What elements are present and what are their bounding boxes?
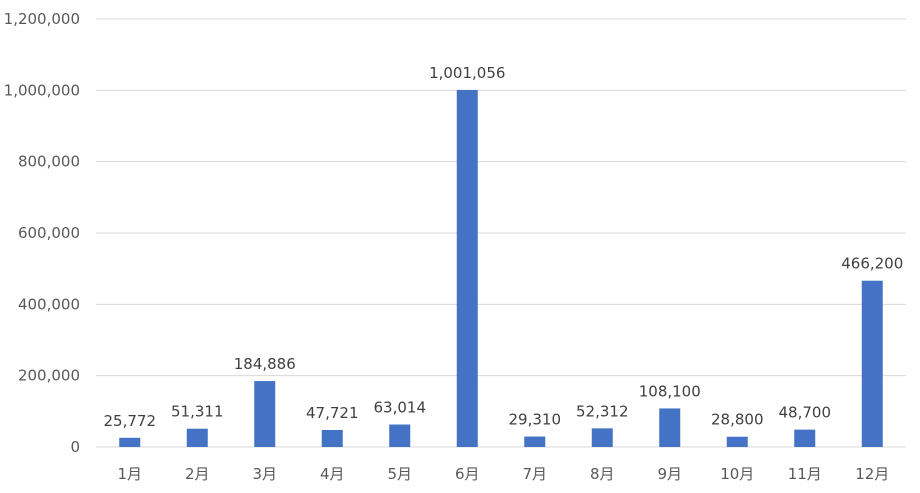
x-category-label: 8月 <box>590 465 615 483</box>
x-category-label: 7月 <box>522 465 547 483</box>
y-axis-tick-labels: 0 200,000 400,000 600,000 800,000 1,000,000 1,… <box>4 10 80 456</box>
data-label: 1,001,056 <box>429 64 505 82</box>
bar <box>321 429 343 447</box>
x-category-label: 6月 <box>455 465 480 483</box>
y-tick-label: 400,000 <box>18 295 80 313</box>
bar <box>659 408 681 447</box>
data-label: 63,014 <box>374 399 427 417</box>
data-labels: 25,772 51,311 184,886 47,721 63,014 1,001,056… <box>104 64 904 430</box>
data-label: 48,700 <box>779 404 832 422</box>
data-label: 47,721 <box>306 404 359 422</box>
bars <box>119 89 883 447</box>
x-category-label: 9月 <box>657 465 682 483</box>
data-label: 51,311 <box>171 403 224 421</box>
bar <box>726 436 748 447</box>
y-tick-label: 600,000 <box>18 224 80 242</box>
bar <box>456 89 478 447</box>
y-tick-label: 1,000,000 <box>4 81 80 99</box>
bar <box>186 428 208 447</box>
x-category-label: 11月 <box>788 465 822 483</box>
x-category-label: 1月 <box>117 465 142 483</box>
y-tick-label: 200,000 <box>18 367 80 385</box>
bar <box>591 428 613 447</box>
y-tick-label: 800,000 <box>18 153 80 171</box>
x-category-label: 5月 <box>387 465 412 483</box>
bar <box>524 436 546 447</box>
y-tick-label: 1,200,000 <box>4 10 80 28</box>
bar <box>861 280 883 447</box>
data-label: 108,100 <box>639 382 701 400</box>
x-category-label: 10月 <box>720 465 754 483</box>
data-label: 29,310 <box>509 411 562 429</box>
bar <box>389 424 411 447</box>
data-label: 184,886 <box>234 355 296 373</box>
x-category-label: 2月 <box>185 465 210 483</box>
bar <box>794 429 816 447</box>
x-category-label: 4月 <box>320 465 345 483</box>
bar <box>254 381 276 447</box>
data-label: 466,200 <box>841 255 903 273</box>
data-label: 25,772 <box>104 412 157 430</box>
x-category-label: 3月 <box>252 465 277 483</box>
y-tick-label: 0 <box>70 438 80 456</box>
data-label: 52,312 <box>576 402 629 420</box>
data-label: 28,800 <box>711 411 764 429</box>
x-axis-category-labels: 1月 2月 3月 4月 5月 6月 7月 8月 9月 10月 11月 12月 <box>117 465 889 483</box>
gridlines <box>96 18 906 448</box>
x-category-label: 12月 <box>855 465 889 483</box>
bar <box>119 437 141 447</box>
